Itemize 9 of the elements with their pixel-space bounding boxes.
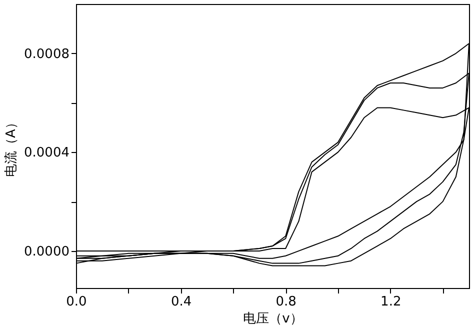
y-tick-label: 0.0004 — [24, 146, 70, 161]
x-axis-title: 电压（v） — [243, 312, 303, 326]
x-tick-label: 0.8 — [276, 294, 296, 310]
y-tick-label: 0.0000 — [24, 244, 70, 260]
y-tick-label: 0.0008 — [24, 46, 70, 62]
y-axis-title: 电流（A） — [3, 116, 20, 177]
x-tick-label: 0.0 — [66, 294, 87, 310]
x-tick-label: 1.2 — [380, 294, 402, 310]
x-tick-label: 0.4 — [170, 294, 192, 310]
